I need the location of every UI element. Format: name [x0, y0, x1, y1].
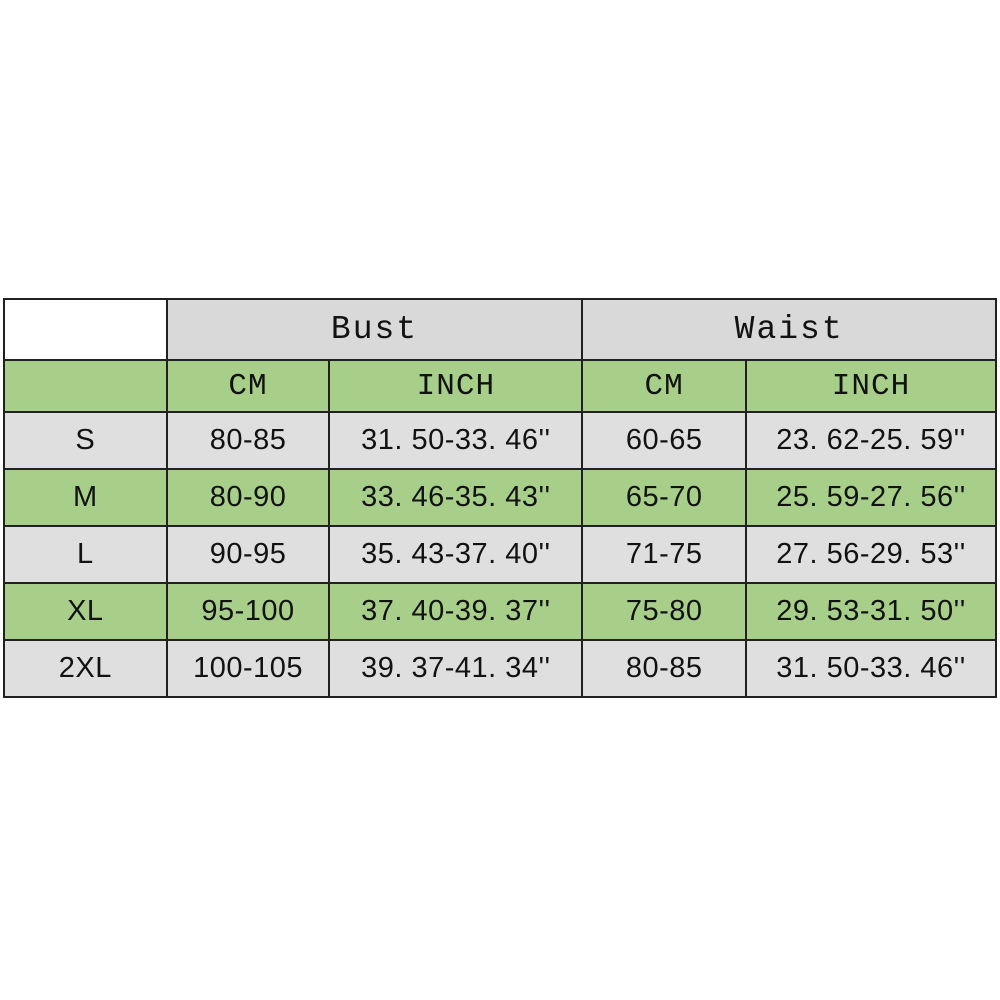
waist-cm-value: 75-80 — [581, 582, 747, 641]
waist-cm-header: CM — [581, 359, 747, 413]
bust-inch-value: 37. 40-39. 37'' — [328, 582, 584, 641]
bust-inch-value: 31. 50-33. 46'' — [328, 411, 584, 470]
corner-cell — [3, 298, 168, 361]
size-label: L — [3, 525, 168, 584]
waist-inch-value: 31. 50-33. 46'' — [745, 639, 997, 698]
waist-inch-header: INCH — [745, 359, 997, 413]
waist-inch-value: 25. 59-27. 56'' — [745, 468, 997, 527]
waist-cm-value: 60-65 — [581, 411, 747, 470]
bust-cm-value: 80-85 — [165, 411, 331, 470]
unit-header-row: CM INCH CM INCH — [3, 359, 997, 413]
waist-inch-value: 23. 62-25. 59'' — [745, 411, 997, 470]
group-header-row: Bust Waist — [3, 298, 997, 361]
bust-group-header: Bust — [165, 298, 584, 361]
waist-group-header: Waist — [581, 298, 997, 361]
bust-cm-value: 90-95 — [165, 525, 331, 584]
unit-corner-cell — [3, 359, 168, 413]
size-row-l: L 90-95 35. 43-37. 40'' 71-75 27. 56-29.… — [3, 525, 997, 584]
bust-inch-value: 33. 46-35. 43'' — [328, 468, 584, 527]
size-label: M — [3, 468, 168, 527]
size-chart-table: Bust Waist CM INCH CM INCH S 80-85 31. 5… — [3, 298, 997, 698]
bust-cm-value: 80-90 — [165, 468, 331, 527]
size-row-2xl: 2XL 100-105 39. 37-41. 34'' 80-85 31. 50… — [3, 639, 997, 698]
size-row-s: S 80-85 31. 50-33. 46'' 60-65 23. 62-25.… — [3, 411, 997, 470]
size-label: S — [3, 411, 168, 470]
waist-cm-value: 80-85 — [581, 639, 747, 698]
bust-inch-value: 35. 43-37. 40'' — [328, 525, 584, 584]
size-row-xl: XL 95-100 37. 40-39. 37'' 75-80 29. 53-3… — [3, 582, 997, 641]
size-row-m: M 80-90 33. 46-35. 43'' 65-70 25. 59-27.… — [3, 468, 997, 527]
waist-inch-value: 27. 56-29. 53'' — [745, 525, 997, 584]
waist-cm-value: 71-75 — [581, 525, 747, 584]
bust-cm-header: CM — [165, 359, 331, 413]
bust-inch-value: 39. 37-41. 34'' — [328, 639, 584, 698]
waist-cm-value: 65-70 — [581, 468, 747, 527]
waist-inch-value: 29. 53-31. 50'' — [745, 582, 997, 641]
size-label: XL — [3, 582, 168, 641]
size-label: 2XL — [3, 639, 168, 698]
bust-cm-value: 100-105 — [165, 639, 331, 698]
bust-inch-header: INCH — [328, 359, 584, 413]
bust-cm-value: 95-100 — [165, 582, 331, 641]
